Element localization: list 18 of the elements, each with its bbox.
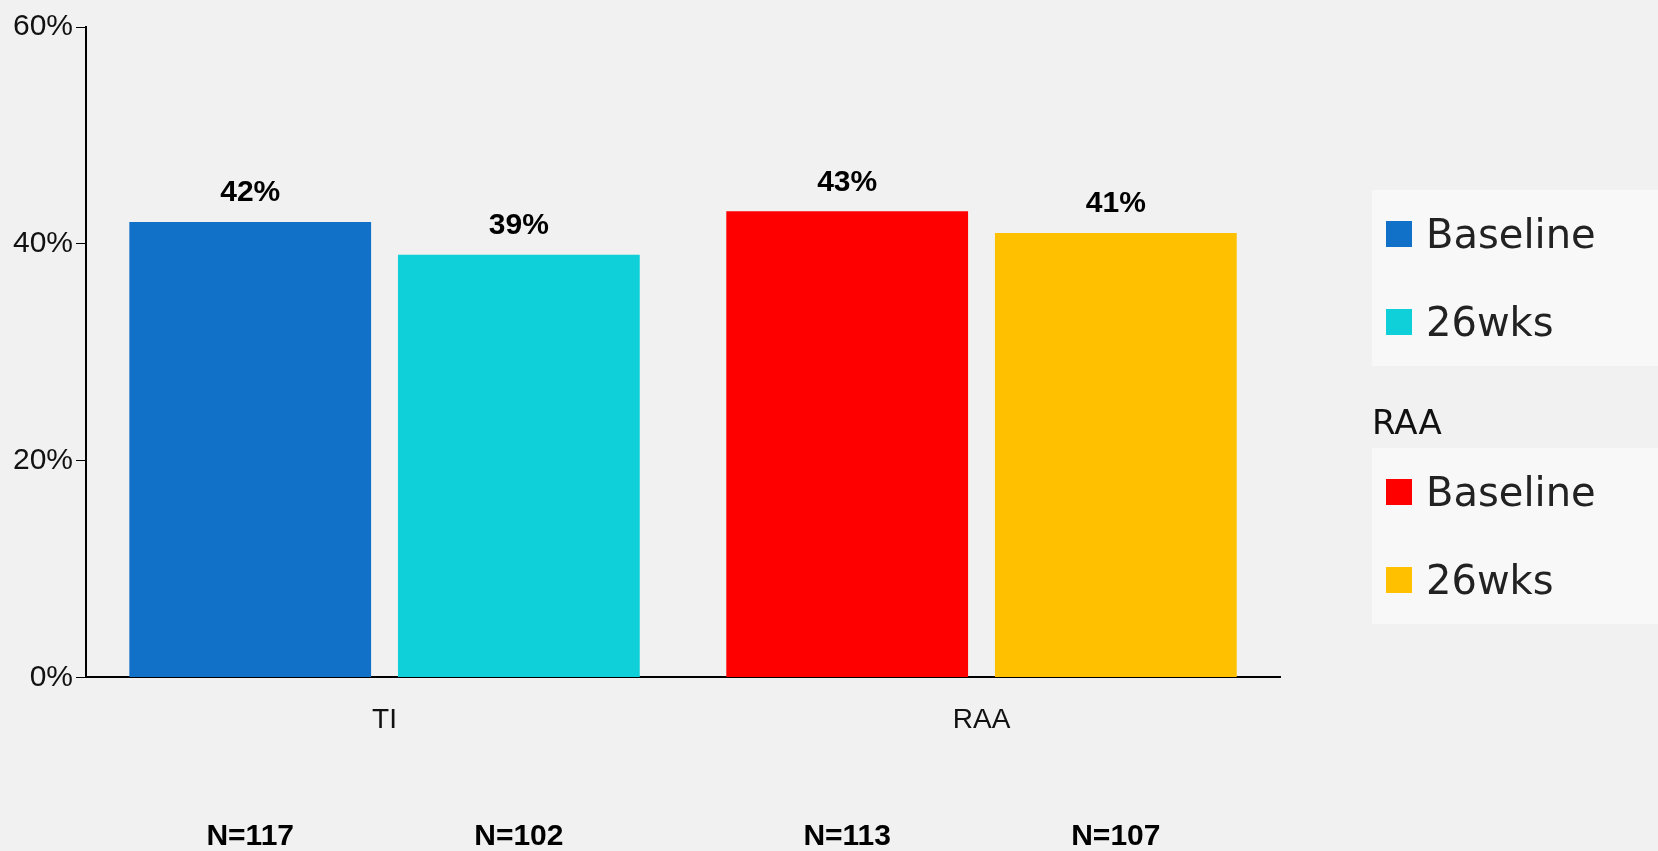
legend-label: 26wks: [1426, 299, 1554, 345]
text: RAA: [1372, 402, 1443, 442]
legend-label: Baseline: [1426, 211, 1596, 257]
legend-label: 26wks: [1426, 557, 1554, 603]
x-tick-label: TI: [372, 702, 397, 734]
legend-label: Baseline: [1426, 469, 1596, 515]
data-label: 41%: [1085, 185, 1146, 219]
text: N=102: [474, 818, 564, 851]
text: N=107: [1071, 818, 1161, 851]
data-label: 39%: [488, 206, 549, 240]
data-label: 43%: [817, 163, 878, 197]
y-tick-label: 60%: [13, 8, 74, 42]
text: N=113: [803, 818, 891, 851]
y-tick-label: 0%: [29, 658, 74, 692]
y-tick-label: 40%: [13, 225, 74, 259]
data-label: 42%: [220, 174, 281, 208]
text: N=117: [206, 818, 295, 851]
y-tick-label: 20%: [13, 441, 74, 475]
